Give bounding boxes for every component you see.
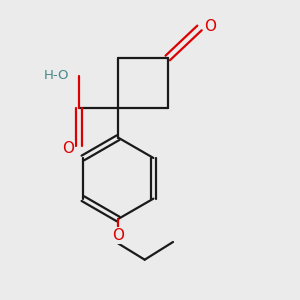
- Text: O: O: [204, 19, 216, 34]
- Text: O: O: [112, 228, 124, 243]
- Text: H-O: H-O: [44, 69, 69, 82]
- Text: O: O: [62, 141, 74, 156]
